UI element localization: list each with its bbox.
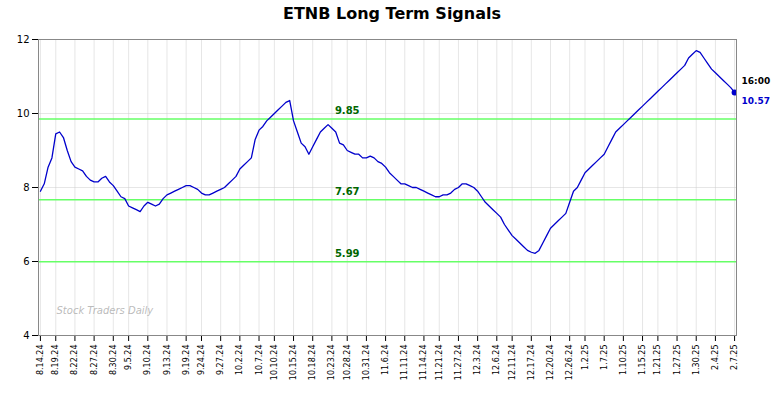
svg-text:9.13.24: 9.13.24 (163, 345, 172, 376)
svg-text:12.26.24: 12.26.24 (565, 345, 574, 381)
svg-text:8: 8 (23, 182, 29, 193)
svg-text:9.85: 9.85 (335, 105, 360, 116)
svg-text:6: 6 (23, 256, 29, 267)
svg-text:8.30.24: 8.30.24 (109, 345, 118, 376)
svg-text:10.2.24: 10.2.24 (235, 345, 244, 376)
svg-text:2.7.25: 2.7.25 (730, 345, 739, 370)
svg-text:Stock Traders Daily: Stock Traders Daily (57, 305, 155, 316)
svg-text:9.27.24: 9.27.24 (216, 345, 225, 376)
svg-text:11.27.24: 11.27.24 (454, 345, 463, 381)
svg-text:1.27.25: 1.27.25 (673, 345, 682, 376)
svg-text:12: 12 (17, 34, 30, 45)
svg-text:11.11.24: 11.11.24 (400, 345, 409, 381)
svg-text:11.6.24: 11.6.24 (381, 345, 390, 376)
svg-text:10.23.24: 10.23.24 (327, 345, 336, 381)
svg-text:4: 4 (23, 330, 29, 341)
svg-text:2.4.25: 2.4.25 (711, 345, 720, 370)
svg-text:1.7.25: 1.7.25 (600, 345, 609, 370)
svg-text:10: 10 (17, 108, 30, 119)
svg-text:10.57: 10.57 (742, 96, 770, 106)
svg-text:16:00: 16:00 (742, 76, 771, 86)
svg-text:10.10.24: 10.10.24 (270, 345, 279, 381)
svg-text:8.22.24: 8.22.24 (70, 345, 79, 376)
svg-text:7.67: 7.67 (335, 186, 360, 197)
svg-text:5.99: 5.99 (335, 248, 360, 259)
svg-text:8.19.24: 8.19.24 (51, 345, 60, 376)
svg-text:10.31.24: 10.31.24 (362, 345, 371, 381)
svg-text:10.15.24: 10.15.24 (289, 345, 298, 381)
svg-text:1.30.25: 1.30.25 (692, 345, 701, 376)
svg-text:10.28.24: 10.28.24 (343, 345, 352, 381)
svg-text:9.19.24: 9.19.24 (182, 345, 191, 376)
svg-text:1.21.25: 1.21.25 (653, 345, 662, 376)
svg-text:9.24.24: 9.24.24 (197, 345, 206, 376)
svg-text:1.2.25: 1.2.25 (581, 345, 590, 370)
svg-text:8.14.24: 8.14.24 (36, 345, 45, 376)
svg-text:12.17.24: 12.17.24 (527, 345, 536, 381)
svg-text:12.6.24: 12.6.24 (492, 345, 501, 376)
svg-text:8.27.24: 8.27.24 (90, 345, 99, 376)
svg-text:12.20.24: 12.20.24 (546, 345, 555, 381)
svg-text:9.10.24: 9.10.24 (143, 345, 152, 376)
svg-text:1.10.25: 1.10.25 (619, 345, 628, 376)
svg-text:1.15.25: 1.15.25 (638, 345, 647, 376)
svg-text:11.14.24: 11.14.24 (419, 345, 428, 381)
svg-text:11.21.24: 11.21.24 (435, 345, 444, 381)
svg-text:12.11.24: 12.11.24 (508, 345, 517, 381)
svg-text:10.7.24: 10.7.24 (255, 345, 264, 376)
svg-text:9.5.24: 9.5.24 (124, 345, 133, 370)
svg-text:12.3.24: 12.3.24 (473, 345, 482, 376)
svg-text:10.18.24: 10.18.24 (308, 345, 317, 381)
html-text:ETNB Long Term Signals: ETNB Long Term Signals (283, 4, 501, 23)
